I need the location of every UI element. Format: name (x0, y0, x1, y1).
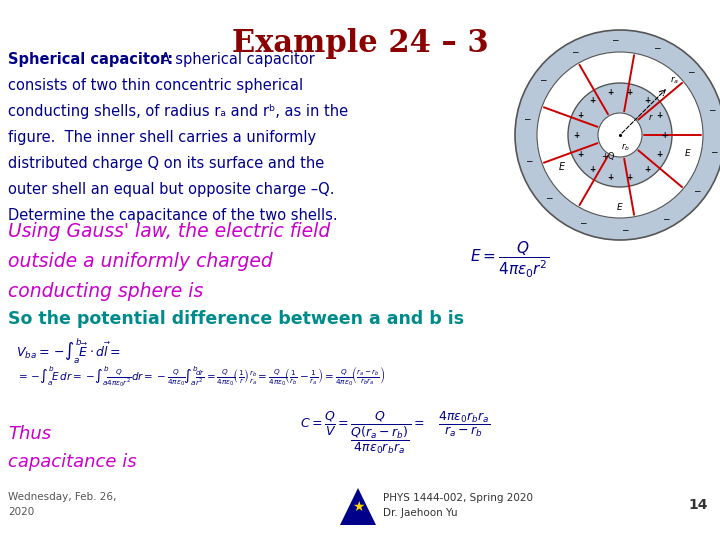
Text: $V_{ba} = -\!\int_a^b\!\vec{E}\cdot d\vec{l} =$: $V_{ba} = -\!\int_a^b\!\vec{E}\cdot d\ve… (16, 336, 121, 365)
Text: −: − (571, 47, 578, 56)
Text: +: + (644, 96, 651, 105)
Text: +: + (577, 150, 583, 159)
Text: Wednesday, Feb. 26,: Wednesday, Feb. 26, (8, 492, 117, 502)
Circle shape (598, 113, 642, 157)
Text: −: − (688, 68, 695, 77)
Text: +: + (626, 87, 633, 97)
Circle shape (568, 83, 672, 187)
Circle shape (515, 30, 720, 240)
Text: +: + (607, 87, 613, 97)
Text: E: E (559, 162, 565, 172)
Text: Spherical capacitor:: Spherical capacitor: (8, 52, 173, 67)
Text: +: + (661, 131, 667, 139)
Text: outer shell an equal but opposite charge –Q.: outer shell an equal but opposite charge… (8, 182, 335, 197)
Text: r: r (648, 112, 652, 122)
Text: conducting sphere is: conducting sphere is (8, 282, 203, 301)
Text: −: − (708, 105, 715, 114)
Text: 14: 14 (688, 498, 708, 512)
Circle shape (537, 52, 703, 218)
Text: $E = \dfrac{Q}{4\pi\varepsilon_0 r^2}$: $E = \dfrac{Q}{4\pi\varepsilon_0 r^2}$ (470, 240, 549, 280)
Text: 2020: 2020 (8, 507, 35, 517)
Text: $r_b$: $r_b$ (621, 141, 629, 153)
Text: +: + (626, 173, 633, 183)
Text: Dr. Jaehoon Yu: Dr. Jaehoon Yu (383, 508, 458, 518)
Text: distributed charge Q on its surface and the: distributed charge Q on its surface and … (8, 156, 324, 171)
Text: −: − (710, 147, 717, 156)
Text: E: E (685, 148, 691, 158)
Text: $C = \dfrac{Q}{V} = \dfrac{Q}{\dfrac{Q(r_a-r_b)}{4\pi\varepsilon_0 r_b r_a}}= \q: $C = \dfrac{Q}{V} = \dfrac{Q}{\dfrac{Q(r… (300, 410, 490, 456)
Text: E: E (617, 202, 623, 212)
Text: +: + (644, 165, 651, 174)
Text: Determine the capacitance of the two shells.: Determine the capacitance of the two she… (8, 208, 338, 223)
Text: −: − (662, 214, 669, 223)
Text: $r_a$: $r_a$ (670, 74, 680, 86)
Text: ★: ★ (352, 500, 364, 514)
Text: −: − (611, 36, 619, 45)
Text: Using Gauss' law, the electric field: Using Gauss' law, the electric field (8, 222, 330, 241)
Polygon shape (340, 488, 376, 525)
Text: −: − (693, 186, 701, 195)
Text: +: + (657, 111, 663, 120)
Text: consists of two thin concentric spherical: consists of two thin concentric spherica… (8, 78, 303, 93)
Text: −: − (523, 114, 530, 123)
Text: Thus: Thus (8, 425, 51, 443)
Text: figure.  The inner shell carries a uniformly: figure. The inner shell carries a unifor… (8, 130, 316, 145)
Text: $= -\!\int_a^b\!E\,dr = -\!\int_a^b\!\frac{Q}{4\pi\varepsilon_0 r^2}dr= -\frac{Q: $= -\!\int_a^b\!E\,dr = -\!\int_a^b\!\fr… (16, 364, 385, 389)
Text: PHYS 1444-002, Spring 2020: PHYS 1444-002, Spring 2020 (383, 493, 533, 503)
Text: outside a uniformly charged: outside a uniformly charged (8, 252, 273, 271)
Text: +: + (590, 96, 595, 105)
Text: −: − (545, 193, 552, 202)
Text: +: + (607, 173, 613, 183)
Text: +: + (577, 111, 583, 120)
Text: −: − (653, 43, 661, 52)
Text: A spherical capacitor: A spherical capacitor (156, 52, 315, 67)
Text: −: − (539, 75, 546, 84)
Text: Example 24 – 3: Example 24 – 3 (232, 28, 488, 59)
Text: So the potential difference between a and b is: So the potential difference between a an… (8, 310, 464, 328)
Text: −: − (580, 218, 587, 227)
Text: +: + (590, 165, 595, 174)
Text: +Q: +Q (601, 152, 615, 161)
Text: conducting shells, of radius rₐ and rᵇ, as in the: conducting shells, of radius rₐ and rᵇ, … (8, 104, 348, 119)
Text: −: − (525, 156, 532, 165)
Text: +: + (657, 150, 663, 159)
Text: −: − (621, 225, 629, 234)
Text: capacitance is: capacitance is (8, 453, 137, 471)
Text: +: + (573, 131, 579, 139)
